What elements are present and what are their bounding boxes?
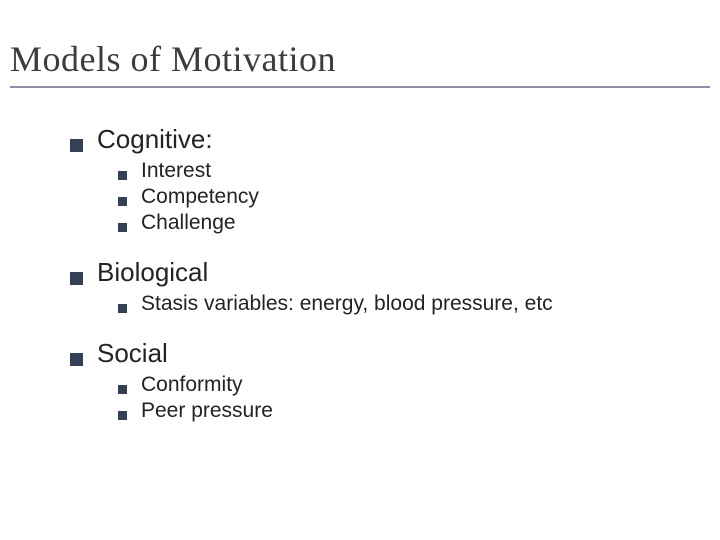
section-heading: Social <box>97 338 168 369</box>
list-item: Social <box>70 338 720 369</box>
list-item: Peer pressure <box>118 399 720 423</box>
bullet-text: Competency <box>141 185 259 209</box>
square-bullet-icon <box>70 272 83 285</box>
section-heading: Biological <box>97 257 208 288</box>
list-item: Conformity <box>118 373 720 397</box>
list-item: Challenge <box>118 211 720 235</box>
list-item: Competency <box>118 185 720 209</box>
square-bullet-icon <box>118 304 127 313</box>
square-bullet-icon <box>118 197 127 206</box>
square-bullet-icon <box>118 171 127 180</box>
square-bullet-icon <box>118 411 127 420</box>
title-rule <box>10 86 710 88</box>
title-block: Models of Motivation <box>0 0 720 88</box>
section-heading: Cognitive: <box>97 124 213 155</box>
list-item: Biological <box>70 257 720 288</box>
list-item: Stasis variables: energy, blood pressure… <box>118 292 720 316</box>
square-bullet-icon <box>70 353 83 366</box>
content-area: Cognitive: Interest Competency Challenge… <box>0 96 720 423</box>
slide: Models of Motivation Cognitive: Interest… <box>0 0 720 540</box>
square-bullet-icon <box>70 139 83 152</box>
bullet-text: Challenge <box>141 211 236 235</box>
slide-title: Models of Motivation <box>10 38 720 80</box>
list-item: Interest <box>118 159 720 183</box>
bullet-text: Interest <box>141 159 211 183</box>
square-bullet-icon <box>118 385 127 394</box>
bullet-text: Conformity <box>141 373 243 397</box>
bullet-text: Stasis variables: energy, blood pressure… <box>141 292 553 316</box>
square-bullet-icon <box>118 223 127 232</box>
bullet-text: Peer pressure <box>141 399 273 423</box>
list-item: Cognitive: <box>70 124 720 155</box>
